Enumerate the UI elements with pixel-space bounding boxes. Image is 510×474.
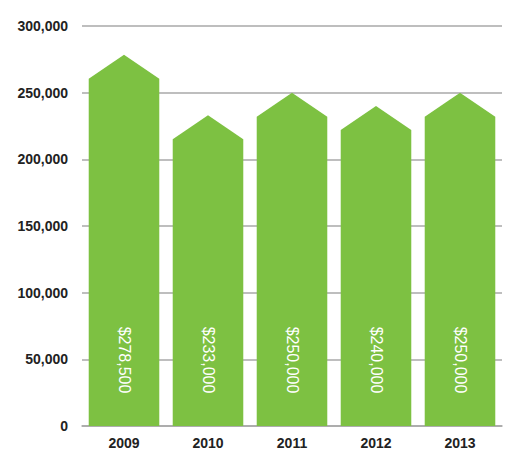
svg-text:200,000: 200,000 (17, 151, 68, 167)
svg-text:100,000: 100,000 (17, 285, 68, 301)
svg-text:150,000: 150,000 (17, 218, 68, 234)
svg-text:2013: 2013 (444, 435, 475, 451)
svg-text:2011: 2011 (277, 435, 308, 451)
svg-text:0: 0 (60, 418, 68, 434)
svg-text:$240,000: $240,000 (368, 327, 385, 394)
svg-text:$233,000: $233,000 (200, 327, 217, 394)
svg-text:2012: 2012 (360, 435, 391, 451)
svg-text:300,000: 300,000 (17, 18, 68, 34)
svg-text:2010: 2010 (192, 435, 223, 451)
svg-text:2009: 2009 (108, 435, 139, 451)
svg-text:250,000: 250,000 (17, 85, 68, 101)
svg-text:$278,500: $278,500 (116, 327, 133, 394)
svg-text:$250,000: $250,000 (284, 327, 301, 394)
svg-text:50,000: 50,000 (25, 351, 68, 367)
svg-text:$250,000: $250,000 (452, 327, 469, 394)
